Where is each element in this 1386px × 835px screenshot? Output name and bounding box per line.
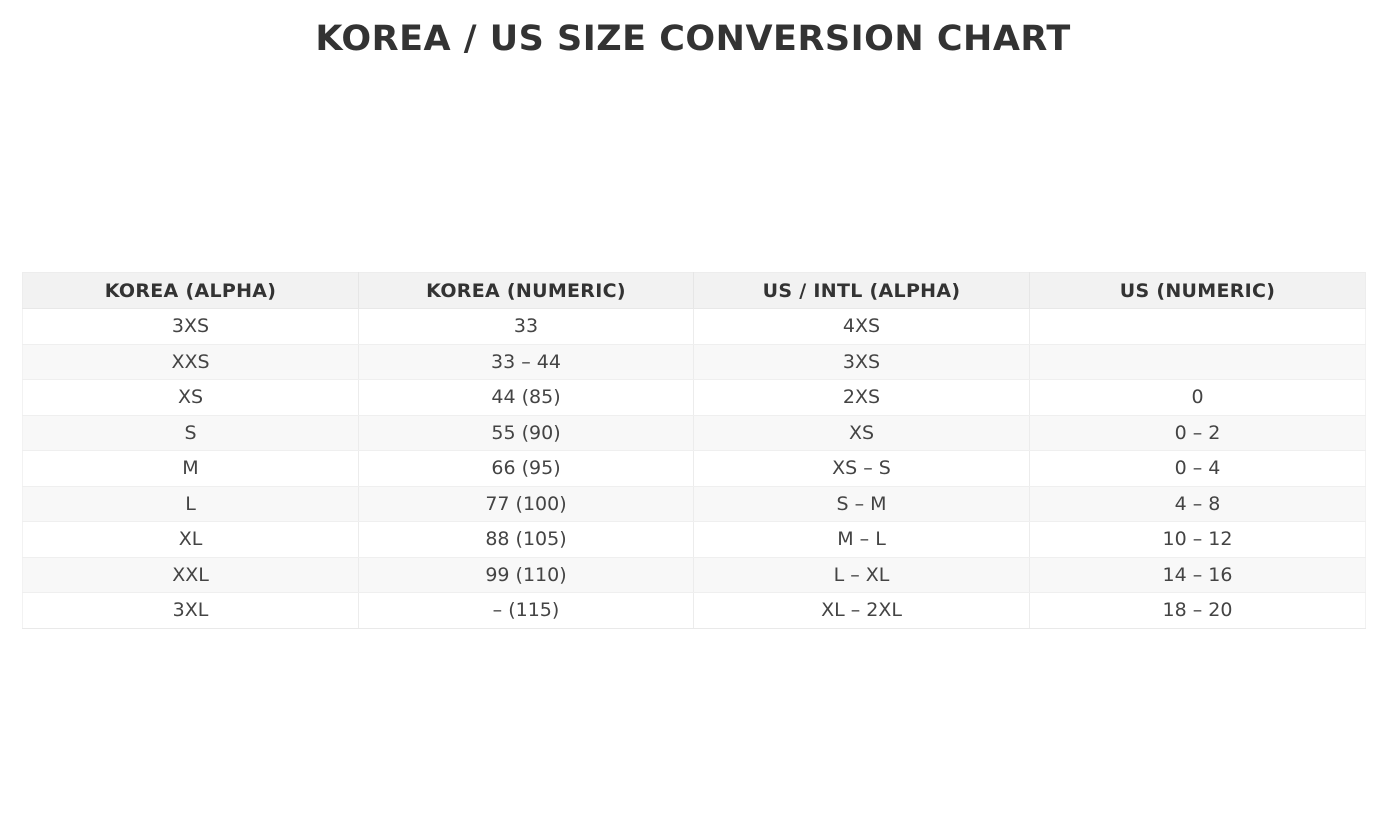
cell-us-intl-alpha: L – XL [693,557,1030,593]
table-row: 3XS 33 4XS [22,308,1366,345]
cell-korea-numeric: 88 (105) [358,521,694,558]
cell-korea-alpha: XS [22,379,359,416]
cell-korea-numeric: 66 (95) [358,450,694,487]
cell-us-intl-alpha: XS – S [693,450,1030,487]
table-row: M 66 (95) XS – S 0 – 4 [22,450,1366,487]
table-row: XXS 33 – 44 3XS [22,344,1366,380]
cell-korea-alpha: L [22,486,359,522]
table-header: KOREA (ALPHA) KOREA (NUMERIC) US / INTL … [22,272,1366,309]
cell-us-intl-alpha: XL – 2XL [693,592,1030,629]
cell-korea-numeric: 33 [358,308,694,345]
table-row: S 55 (90) XS 0 – 2 [22,415,1366,451]
cell-us-numeric: 0 – 4 [1029,450,1366,487]
cell-korea-numeric: 99 (110) [358,557,694,593]
column-header-us-numeric: US (NUMERIC) [1029,272,1366,309]
table-row: L 77 (100) S – M 4 – 8 [22,486,1366,522]
cell-us-intl-alpha: M – L [693,521,1030,558]
column-header-korea-alpha: KOREA (ALPHA) [22,272,359,309]
cell-korea-numeric: 33 – 44 [358,344,694,380]
cell-us-intl-alpha: 3XS [693,344,1030,380]
cell-us-intl-alpha: S – M [693,486,1030,522]
size-conversion-table-container: KOREA (ALPHA) KOREA (NUMERIC) US / INTL … [22,272,1366,629]
cell-korea-alpha: 3XL [22,592,359,629]
cell-korea-alpha: S [22,415,359,451]
cell-us-numeric: 4 – 8 [1029,486,1366,522]
table-row: XS 44 (85) 2XS 0 [22,379,1366,416]
column-header-us-intl-alpha: US / INTL (ALPHA) [693,272,1030,309]
cell-korea-numeric: – (115) [358,592,694,629]
column-header-korea-numeric: KOREA (NUMERIC) [358,272,694,309]
cell-korea-numeric: 55 (90) [358,415,694,451]
page-title: KOREA / US SIZE CONVERSION CHART [315,19,1071,59]
cell-us-numeric: 10 – 12 [1029,521,1366,558]
cell-korea-alpha: XL [22,521,359,558]
cell-us-numeric [1029,308,1366,345]
table-header-row: KOREA (ALPHA) KOREA (NUMERIC) US / INTL … [22,272,1366,309]
size-conversion-table: KOREA (ALPHA) KOREA (NUMERIC) US / INTL … [22,272,1366,629]
cell-us-intl-alpha: XS [693,415,1030,451]
cell-us-numeric [1029,344,1366,380]
cell-korea-alpha: XXS [22,344,359,380]
cell-korea-alpha: 3XS [22,308,359,345]
cell-korea-numeric: 44 (85) [358,379,694,416]
cell-us-numeric: 0 – 2 [1029,415,1366,451]
cell-korea-numeric: 77 (100) [358,486,694,522]
table-row: XXL 99 (110) L – XL 14 – 16 [22,557,1366,593]
table-body: 3XS 33 4XS XXS 33 – 44 3XS XS 44 (85) 2X… [22,308,1366,629]
cell-korea-alpha: XXL [22,557,359,593]
cell-us-numeric: 14 – 16 [1029,557,1366,593]
table-row: XL 88 (105) M – L 10 – 12 [22,521,1366,558]
cell-us-numeric: 0 [1029,379,1366,416]
cell-us-numeric: 18 – 20 [1029,592,1366,629]
cell-korea-alpha: M [22,450,359,487]
cell-us-intl-alpha: 2XS [693,379,1030,416]
cell-us-intl-alpha: 4XS [693,308,1030,345]
table-row: 3XL – (115) XL – 2XL 18 – 20 [22,592,1366,629]
